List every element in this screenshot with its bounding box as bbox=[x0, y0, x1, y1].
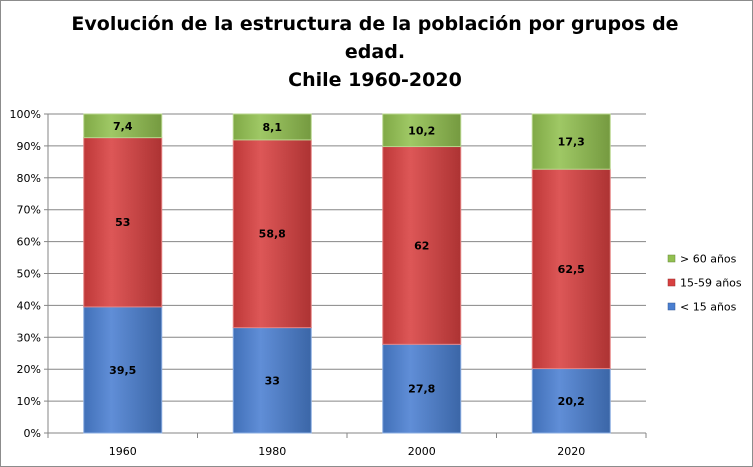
data-label: 33 bbox=[265, 374, 280, 387]
legend-swatch bbox=[667, 278, 676, 287]
legend: > 60 años 15-59 años < 15 años bbox=[667, 253, 742, 314]
bars bbox=[83, 113, 611, 434]
y-tick-label: 50% bbox=[17, 268, 41, 281]
data-label: 53 bbox=[115, 216, 130, 229]
y-tick-label: 10% bbox=[17, 395, 41, 408]
y-tick-label: 70% bbox=[17, 204, 41, 217]
data-label: 10,2 bbox=[408, 124, 435, 137]
chart-subtitle: Chile 1960-2020 bbox=[288, 69, 462, 91]
bar-segment bbox=[531, 168, 611, 370]
bar-segment bbox=[382, 146, 462, 345]
chart-title: Evolución de la estructura de la poblaci… bbox=[40, 10, 710, 94]
data-label: 58,8 bbox=[259, 228, 286, 241]
x-tick-label: 2000 bbox=[408, 445, 436, 458]
legend-swatch bbox=[667, 254, 676, 263]
data-label: 39,5 bbox=[109, 364, 136, 377]
bar-segment bbox=[83, 113, 163, 139]
data-label: 62 bbox=[414, 239, 429, 252]
x-tick-label: 1980 bbox=[258, 445, 286, 458]
bar-segment bbox=[382, 113, 462, 148]
data-label: 27,8 bbox=[408, 383, 435, 396]
bar-segment bbox=[83, 306, 163, 434]
axes: 0% 10% 20% 30% 40% 50% 60% 70% 80% 90% 100% 1960 198… bbox=[10, 108, 647, 458]
x-tick-label: 2020 bbox=[557, 445, 585, 458]
data-label: 20,2 bbox=[558, 395, 585, 408]
x-tick-label: 1960 bbox=[109, 445, 137, 458]
bar-segment bbox=[232, 139, 312, 329]
bar-segment bbox=[232, 327, 312, 434]
legend-label: < 15 años bbox=[680, 301, 737, 314]
chart-title-main: Evolución de la estructura de la poblaci… bbox=[71, 13, 679, 63]
data-label: 17,3 bbox=[558, 136, 585, 149]
y-tick-label: 40% bbox=[17, 299, 41, 312]
legend-label: > 60 años bbox=[680, 253, 737, 266]
y-tick-label: 90% bbox=[17, 140, 41, 153]
y-tick-label: 100% bbox=[10, 108, 41, 121]
bar-segment bbox=[531, 113, 611, 170]
y-tick-label: 0% bbox=[24, 427, 41, 440]
data-label: 7,4 bbox=[113, 120, 133, 133]
data-label: 62,5 bbox=[558, 263, 585, 276]
legend-swatch bbox=[667, 302, 676, 311]
bar-segment bbox=[232, 113, 312, 141]
y-tick-label: 20% bbox=[17, 363, 41, 376]
legend-label: 15-59 años bbox=[680, 277, 742, 290]
data-label: 8,1 bbox=[263, 121, 283, 134]
bar-segment bbox=[83, 137, 163, 308]
y-tick-label: 30% bbox=[17, 331, 41, 344]
y-tick-label: 80% bbox=[17, 172, 41, 185]
y-tick-label: 60% bbox=[17, 236, 41, 249]
bar-segment bbox=[531, 368, 611, 434]
value-labels: 39,5 53 7,4 33 58,8 8,1 27,8 62 10,2 20,2 62,5 17,3 bbox=[109, 120, 585, 408]
